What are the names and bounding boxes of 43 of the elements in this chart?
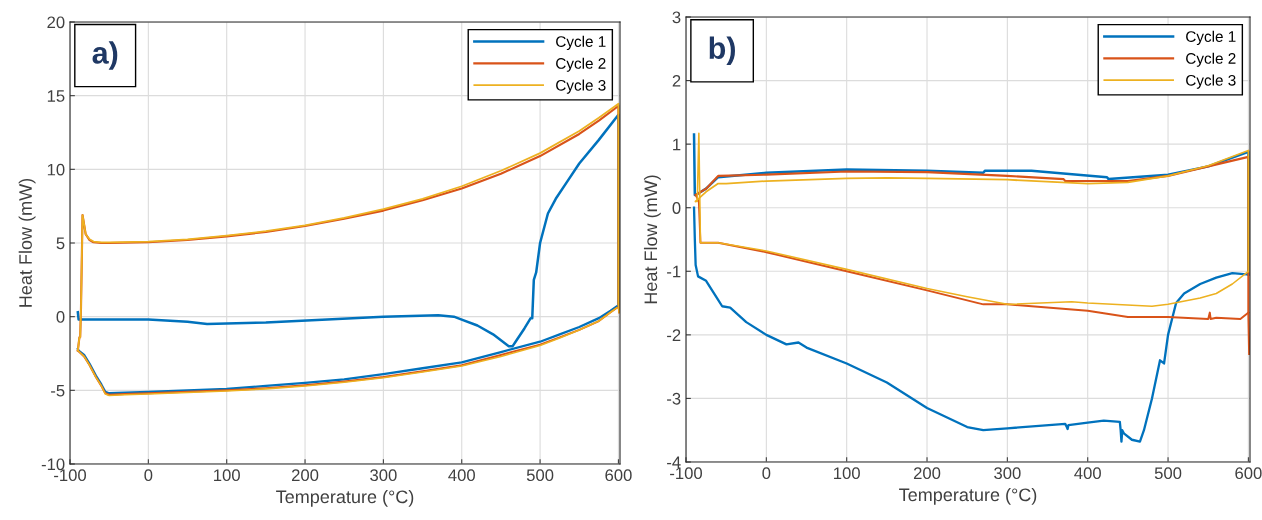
x-tick-label: 500 xyxy=(1154,467,1182,480)
legend-label: Cycle 2 xyxy=(556,57,606,72)
legend-label: Cycle 2 xyxy=(1186,52,1236,67)
x-tick-label: 100 xyxy=(834,467,860,480)
x-tick-label: 300 xyxy=(994,467,1021,480)
y-tick-label: 2 xyxy=(672,74,681,87)
x-axis-title: Temperature (°C) xyxy=(276,489,414,507)
y-tick-label: 0 xyxy=(672,202,681,214)
x-tick-label: 600 xyxy=(605,469,632,482)
y-tick-label: 15 xyxy=(47,90,65,102)
y-tick-label: 1 xyxy=(673,138,681,151)
x-tick-label: 100 xyxy=(214,469,240,482)
legend-label: Cycle 1 xyxy=(556,35,606,50)
annotation: b) xyxy=(709,36,735,66)
legend-label: Cycle 3 xyxy=(556,79,606,94)
y-tick-label: -3 xyxy=(667,392,681,405)
annotation: a) xyxy=(92,41,118,70)
x-tick-label: 600 xyxy=(1235,467,1262,480)
legend-label: Cycle 3 xyxy=(1186,74,1236,89)
x-axis-title: Temperature (°C) xyxy=(899,487,1037,505)
y-tick-label: 5 xyxy=(56,237,65,250)
x-tick-label: -100 xyxy=(670,467,703,480)
x-tick-label: 500 xyxy=(526,469,554,482)
y-tick-label: -5 xyxy=(51,384,65,397)
x-tick-label: 400 xyxy=(448,469,475,482)
y-axis-title: Heat Flow (mW) xyxy=(643,175,661,304)
y-tick-label: -10 xyxy=(41,458,65,471)
y-tick-label: 3 xyxy=(672,11,681,24)
y-axis-title: Heat Flow (mW) xyxy=(18,178,36,307)
x-tick-label: 300 xyxy=(370,469,397,482)
x-tick-label: 200 xyxy=(913,467,941,480)
x-tick-label: 0 xyxy=(762,467,771,480)
x-tick-label: 200 xyxy=(291,469,319,482)
x-tick-label: 400 xyxy=(1074,467,1101,480)
y-tick-label: -2 xyxy=(667,329,681,341)
y-tick-label: -4 xyxy=(667,456,681,469)
y-tick-label: 0 xyxy=(56,311,65,323)
x-tick-label: -100 xyxy=(54,469,87,482)
x-tick-label: 0 xyxy=(144,469,153,482)
legend-label: Cycle 1 xyxy=(1186,30,1236,45)
y-tick-label: 20 xyxy=(47,16,65,29)
y-tick-label: -1 xyxy=(667,265,681,278)
y-tick-label: 10 xyxy=(47,163,65,176)
